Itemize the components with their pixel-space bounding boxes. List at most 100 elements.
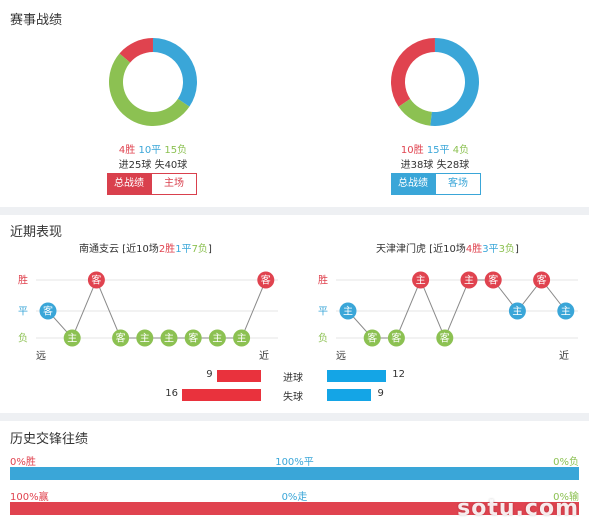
away-draws: 15平 [426, 145, 450, 156]
home-draws: 10平 [138, 145, 162, 156]
away-conceded-bar [327, 389, 372, 401]
trend-point: 客 [363, 329, 381, 347]
home-total-tab[interactable]: 总战绩 [107, 173, 151, 195]
trend-point: 主 [460, 271, 478, 289]
trend-point: 客 [533, 271, 551, 289]
axis-label-w: 胜 [318, 275, 328, 287]
away-recent-losses: 3负 [498, 244, 515, 255]
axis-label-d: 平 [318, 307, 328, 318]
scored-compare-row: 9 进球 12 [0, 369, 589, 384]
loss-slice [398, 98, 432, 126]
trend-point: 客 [387, 329, 405, 347]
history-win-pct: 0%胜 [10, 457, 36, 468]
trend-point-venue: 客 [116, 332, 126, 345]
home-recent-losses: 7负 [191, 244, 208, 255]
home-recent-trend: 胜平负客主客客主主客主主客远近 [18, 271, 278, 362]
win-segment [10, 502, 579, 515]
draw-slice [430, 38, 479, 126]
recent-title: 近期表现 [10, 225, 63, 240]
away-team-name: 天津津门虎 [376, 244, 426, 255]
trend-point-venue: 主 [416, 275, 426, 287]
away-record-tabs: 总战绩 客场 [391, 173, 481, 195]
trend-point: 客 [87, 271, 105, 289]
trend-point-venue: 客 [391, 332, 401, 345]
trend-point: 主 [339, 302, 357, 320]
trend-point-venue: 主 [561, 306, 571, 318]
far-label: 远 [36, 350, 46, 362]
trend-point-venue: 主 [67, 333, 77, 345]
trend-point-venue: 客 [188, 332, 198, 345]
record-title: 赛事战绩 [10, 13, 63, 28]
away-losses: 4负 [452, 145, 470, 156]
trend-point: 客 [484, 271, 502, 289]
trend-point: 主 [233, 329, 251, 347]
history-handicap-push-pct: 0%走 [281, 492, 308, 503]
trend-point-venue: 主 [343, 306, 353, 318]
away-record-donut [391, 38, 479, 126]
home-recent-header: 南通支云 [近10场2胜1平7负] [79, 240, 212, 255]
trend-point-venue: 客 [440, 332, 450, 345]
home-team-name: 南通支云 [79, 244, 119, 255]
away-recent-prefix: [近10场 [426, 244, 466, 255]
trend-point-venue: 客 [91, 274, 101, 287]
win-slice [119, 38, 153, 63]
away-scored-bar [327, 370, 387, 382]
away-recent-header: 天津津门虎 [近10场4胜3平3负] [376, 240, 519, 255]
home-venue-tab[interactable]: 主场 [151, 173, 197, 195]
trend-point-venue: 主 [164, 333, 174, 345]
scored-label: 进球 [283, 373, 303, 384]
trend-point: 主 [557, 302, 575, 320]
axis-label-l: 负 [18, 332, 28, 345]
near-label: 近 [259, 349, 269, 362]
axis-label-d: 平 [18, 307, 28, 318]
home-wins: 4胜 [118, 145, 136, 156]
away-recent-draws: 3平 [482, 244, 499, 255]
away-total-tab[interactable]: 总战绩 [391, 173, 435, 195]
record-panel: 赛事战绩 4胜 10平 15负 进25球 失40球 10胜 15平 4负 进38… [0, 0, 589, 207]
away-recent-suffix: ] [514, 244, 519, 255]
trend-point: 客 [436, 329, 454, 347]
draw-segment [10, 467, 579, 480]
trend-point-venue: 主 [237, 333, 247, 345]
trend-point: 客 [257, 271, 275, 289]
trend-point-venue: 客 [261, 274, 271, 287]
trend-line [347, 278, 567, 340]
home-record-donut [109, 38, 197, 126]
trend-line [47, 278, 267, 339]
far-label: 远 [336, 350, 346, 362]
trend-point: 主 [208, 329, 226, 347]
home-conceded-value: 16 [165, 388, 178, 399]
history-loss-pct: 0%负 [553, 457, 579, 468]
watermark-logo: sotu.com [457, 496, 579, 521]
conceded-compare-row: 16 失球 9 [0, 388, 589, 403]
trend-point-venue: 主 [140, 333, 150, 345]
away-wins: 10胜 [400, 145, 424, 156]
away-scored-value: 12 [392, 369, 405, 380]
home-conceded-bar [182, 389, 261, 401]
away-venue-tab[interactable]: 客场 [435, 173, 481, 195]
axis-label-w: 胜 [18, 275, 28, 287]
trend-point: 主 [508, 302, 526, 320]
history-draw-pct: 100%平 [275, 457, 314, 468]
history-result-bar [10, 467, 579, 480]
trend-point-venue: 客 [367, 332, 377, 345]
near-label: 近 [559, 349, 569, 362]
trend-point: 主 [63, 329, 81, 347]
history-handicap-bar [10, 502, 579, 515]
home-recent-wins: 2胜 [158, 244, 176, 255]
home-scored-bar [216, 370, 261, 382]
trend-point-venue: 主 [512, 306, 522, 318]
history-panel: 历史交锋往绩 0%胜 100%平 0%负 100%赢 0%走 0%输 sotu.… [0, 421, 589, 525]
trend-point: 客 [184, 329, 202, 347]
trend-point-venue: 主 [212, 333, 222, 345]
trend-point-venue: 客 [43, 305, 53, 318]
conceded-label: 失球 [283, 392, 303, 403]
away-recent-trend: 胜平负主客 客主客主 客主客主远近 [318, 271, 578, 362]
trend-point: 客 [39, 302, 57, 320]
away-conceded-value: 9 [377, 388, 384, 399]
home-scored-value: 9 [206, 369, 213, 380]
win-slice [391, 38, 435, 107]
axis-label-l: 负 [318, 332, 328, 345]
trend-point: 主 [136, 329, 154, 347]
trend-point: 客 [112, 329, 130, 347]
